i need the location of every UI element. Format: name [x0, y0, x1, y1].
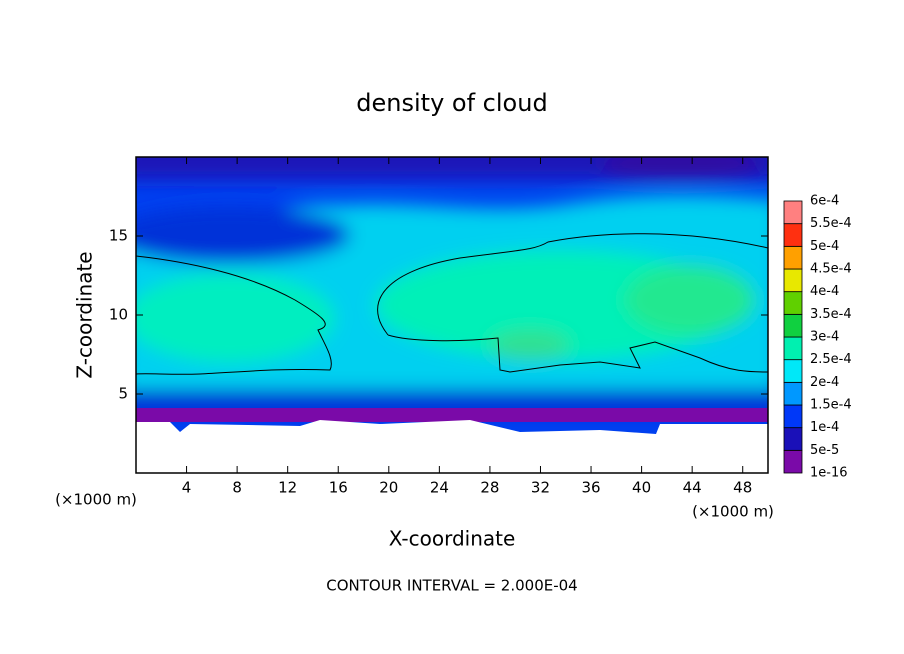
x-tick-label: 48: [733, 479, 752, 497]
contour-field: [136, 157, 768, 473]
x-tick-label: 8: [232, 479, 242, 497]
colorbar-swatch: [783, 268, 803, 293]
x-tick-label: 12: [278, 479, 297, 497]
colorbar-label: 4.5e-4: [810, 262, 852, 277]
x-tick-label: 44: [683, 479, 702, 497]
colorbar-label: 1.5e-4: [810, 398, 852, 413]
x-tick-label: 20: [379, 479, 398, 497]
chart-title: density of cloud: [356, 89, 547, 117]
colorbar-swatch: [783, 404, 803, 429]
colorbar-swatch: [783, 313, 803, 338]
x-tick-label: 16: [329, 479, 348, 497]
x-tick-label: 40: [632, 479, 651, 497]
x-axis-label: X-coordinate: [389, 527, 516, 551]
annotation: CONTOUR INTERVAL = 2.000E-04: [326, 577, 577, 595]
y-tick-label: 5: [118, 385, 128, 403]
colorbar-label: 1e-16: [810, 466, 848, 481]
x-tick-label: 28: [480, 479, 499, 497]
colorbar-label: 6e-4: [810, 194, 839, 209]
x-tick-label: 4: [182, 479, 192, 497]
x-unit-label: (×1000 m): [692, 503, 774, 521]
colorbar-label: 1e-4: [810, 420, 839, 435]
colorbar-swatch: [783, 200, 803, 225]
y-axis-label: Z-coordinate: [73, 251, 97, 378]
colorbar-swatch: [783, 245, 803, 270]
y-tick-label: 15: [109, 227, 128, 245]
colorbar-swatch: [783, 291, 803, 315]
colorbar-swatch: [783, 336, 803, 361]
colorbar-label: 2e-4: [810, 375, 839, 390]
colorbar-label: 3e-4: [810, 330, 839, 345]
colorbar-label: 5e-4: [810, 239, 839, 254]
colorbar-label: 3.5e-4: [810, 307, 852, 322]
y-tick-label: 10: [109, 306, 128, 324]
colorbar-label: 5.5e-4: [810, 216, 852, 231]
colorbar-label: 2.5e-4: [810, 352, 852, 367]
x-unit-label: (×1000 m): [55, 491, 137, 509]
x-tick-label: 32: [531, 479, 550, 497]
colorbar-swatch: [783, 359, 803, 383]
colorbar-swatch: [783, 427, 803, 451]
colorbar-label: 5e-5: [810, 443, 839, 458]
colorbar-swatch: [783, 449, 803, 474]
colorbar-swatch: [783, 381, 803, 406]
colorbar-label: 4e-4: [810, 284, 839, 299]
x-tick-label: 36: [581, 479, 600, 497]
colorbar-swatch: [783, 223, 803, 247]
x-tick-label: 24: [430, 479, 449, 497]
